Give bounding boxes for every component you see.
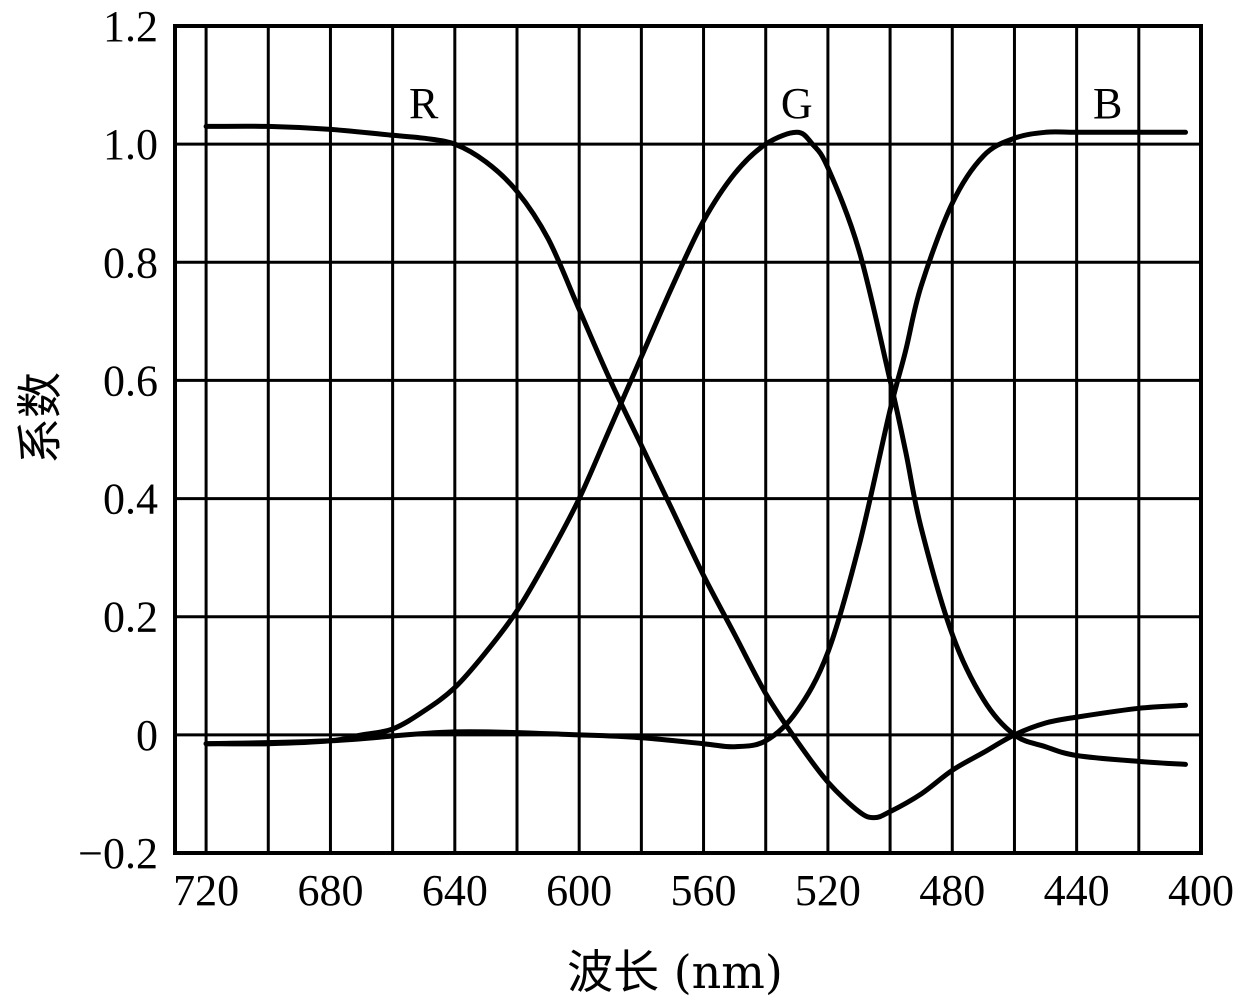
series-label-g: G <box>781 79 813 128</box>
series-line-b <box>203 129 1188 750</box>
y-axis-title: 系数 <box>13 372 67 464</box>
y-tick-label: 1.2 <box>103 2 158 51</box>
y-tick-labels: 1.2 1.0 0.8 0.6 0.4 0.2 0 −0.2 <box>78 2 158 878</box>
x-tick-label: 560 <box>671 866 737 915</box>
series-label-r: R <box>409 79 439 128</box>
y-tick-label: 0 <box>136 711 158 760</box>
x-tick-label: 400 <box>1168 866 1234 915</box>
x-tick-label: 520 <box>795 866 861 915</box>
series-lines <box>203 123 1188 821</box>
x-axis-title: 波长 (nm) <box>567 945 783 999</box>
y-tick-label: −0.2 <box>78 829 158 878</box>
x-tick-label: 440 <box>1044 866 1110 915</box>
y-tick-label: 0.8 <box>103 238 158 287</box>
plot-border <box>173 24 1203 855</box>
series-line-g <box>203 129 1188 767</box>
y-tick-label: 0.4 <box>103 475 158 524</box>
plot-frame <box>173 24 1203 855</box>
grid <box>175 24 1203 855</box>
y-tick-label: 0.2 <box>103 593 158 642</box>
series-label-b: B <box>1093 79 1122 128</box>
x-tick-label: 600 <box>546 866 612 915</box>
x-tick-label: 480 <box>919 866 985 915</box>
y-tick-label: 0.6 <box>103 356 158 405</box>
x-tick-label: 720 <box>173 866 239 915</box>
series-line-r <box>203 123 1188 821</box>
x-tick-label: 680 <box>297 866 363 915</box>
x-tick-label: 640 <box>422 866 488 915</box>
y-tick-label: 1.0 <box>103 120 158 169</box>
x-tick-labels: 720 680 640 600 560 520 480 440 400 <box>173 866 1234 915</box>
